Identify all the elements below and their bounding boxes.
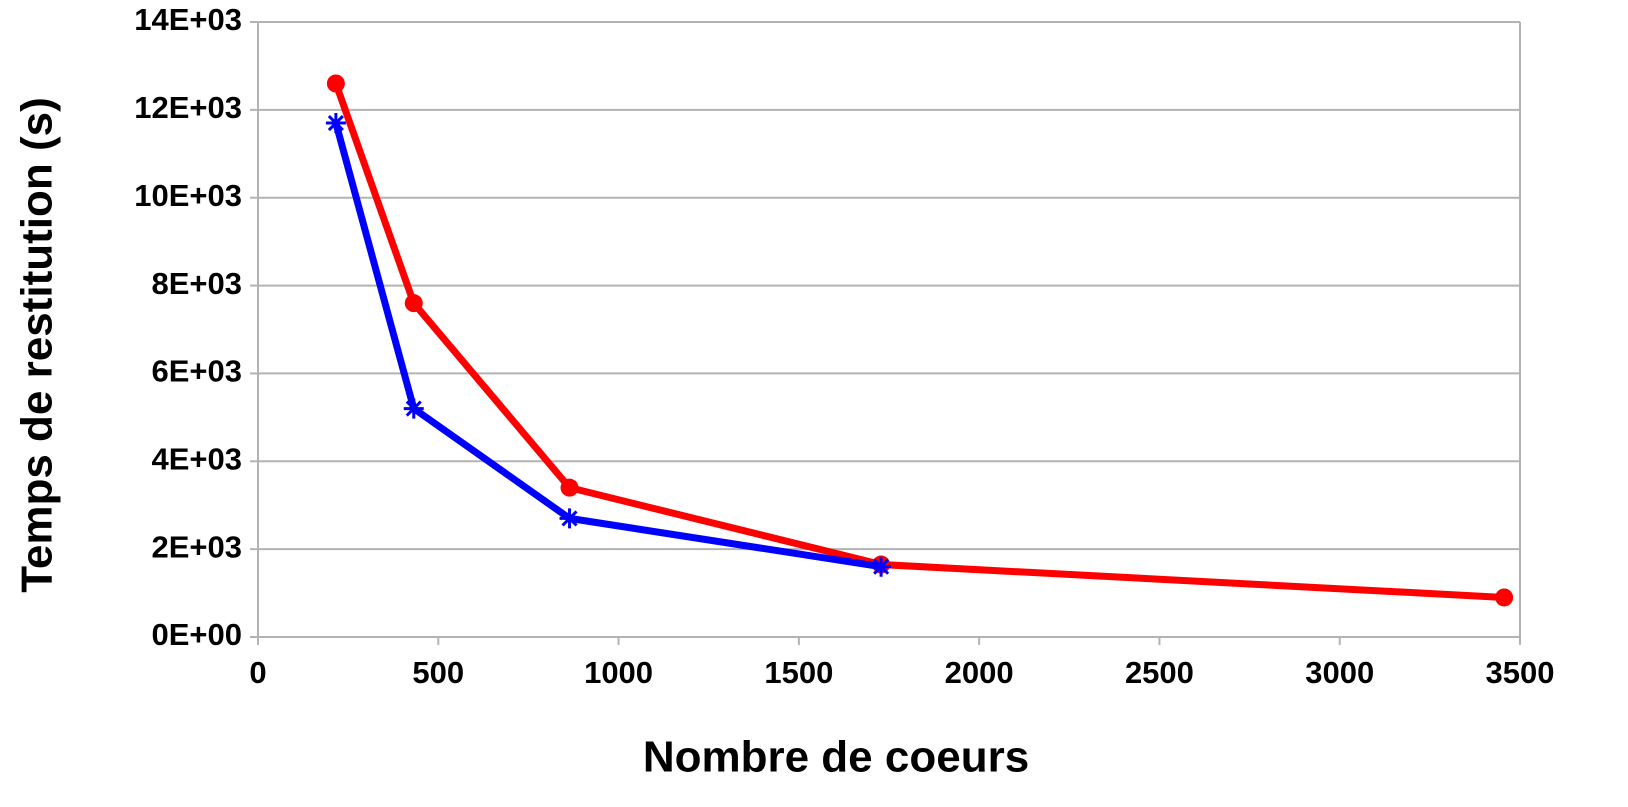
x-axis-title: Nombre de coeurs <box>643 733 1029 782</box>
y-tick-label: 14E+03 <box>134 2 242 37</box>
point <box>1495 588 1514 607</box>
point <box>559 508 580 529</box>
y-axis-title: Temps de restitution (s) <box>13 97 62 592</box>
point <box>326 74 345 93</box>
series-line <box>332 122 882 571</box>
y-tick-label: 6E+03 <box>151 354 242 389</box>
y-tick-label: 8E+03 <box>151 266 242 301</box>
y-tick-label: 12E+03 <box>134 90 242 125</box>
series-line <box>332 82 1505 601</box>
x-tick-label: 3500 <box>1486 655 1555 690</box>
x-tick-label: 3000 <box>1305 655 1374 690</box>
x-tick-label: 1500 <box>764 655 833 690</box>
x-tick-label: 0 <box>249 655 266 690</box>
point <box>871 556 892 577</box>
y-tick-label: 4E+03 <box>151 441 242 476</box>
x-tick-label: 2000 <box>945 655 1014 690</box>
point <box>404 294 423 313</box>
y-tick-label: 2E+03 <box>151 529 242 564</box>
point <box>403 398 424 419</box>
point <box>560 478 579 497</box>
x-tick-label: 2500 <box>1125 655 1194 690</box>
y-tick-label: 10E+03 <box>134 178 242 213</box>
x-tick-label: 1000 <box>584 655 653 690</box>
y-tick-label: 0E+00 <box>151 617 242 652</box>
x-tick-label: 500 <box>412 655 464 690</box>
point <box>325 113 346 134</box>
